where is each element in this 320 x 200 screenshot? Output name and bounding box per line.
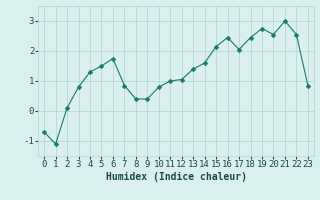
X-axis label: Humidex (Indice chaleur): Humidex (Indice chaleur) — [106, 172, 246, 182]
